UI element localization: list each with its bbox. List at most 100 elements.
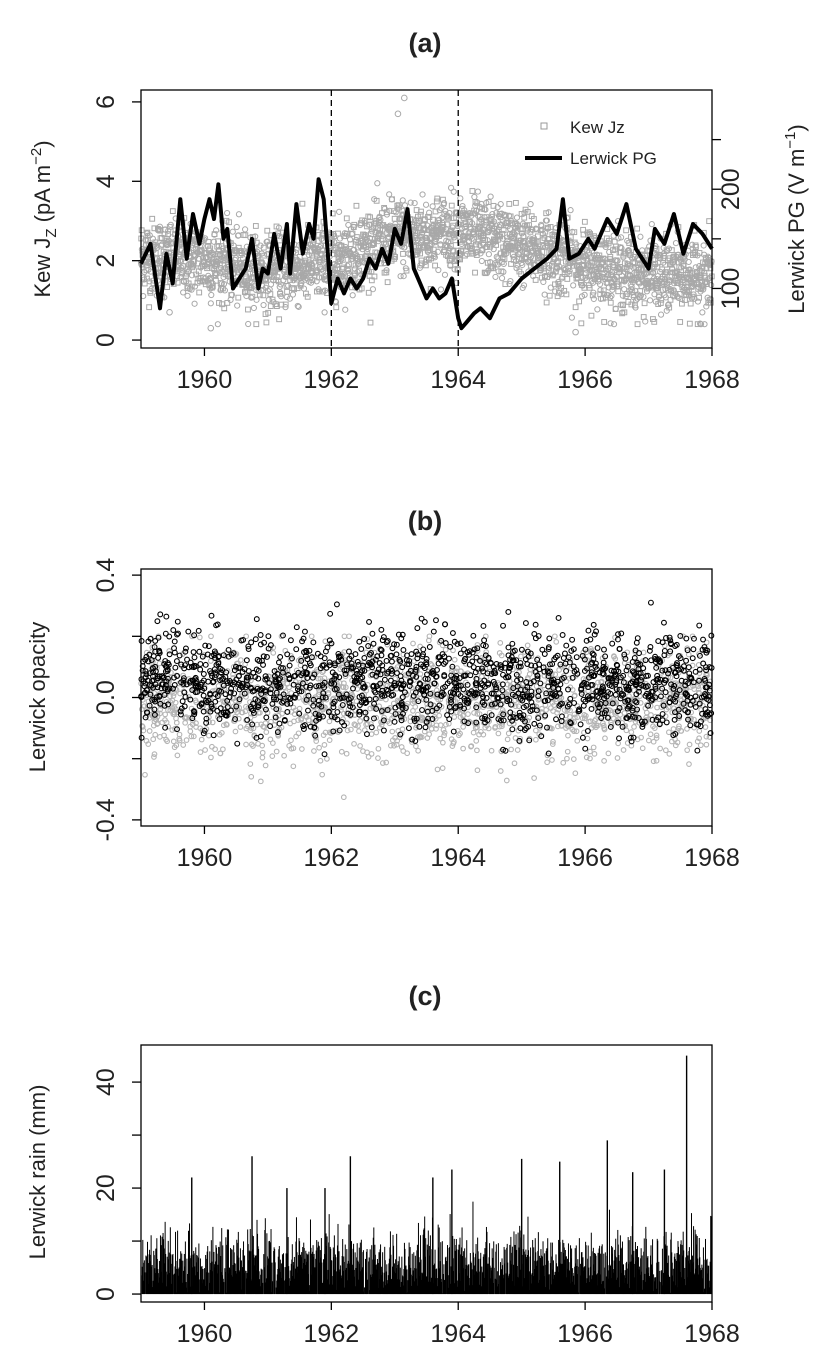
- opacity-point: [311, 748, 317, 754]
- kew-jz-point: [294, 302, 301, 310]
- opacity-point: [366, 618, 372, 625]
- opacity-point: [439, 765, 446, 771]
- opacity-point: [511, 760, 518, 767]
- kew-jz-point: [184, 292, 191, 299]
- kew-jz-point: [374, 180, 381, 187]
- kew-jz-point: [478, 257, 485, 265]
- opacity-point: [460, 745, 466, 752]
- kew-jz-point: [280, 277, 287, 284]
- panel-b-title: (b): [408, 506, 442, 536]
- opacity-point: [650, 738, 657, 745]
- kew-jz-point: [242, 232, 249, 239]
- kew-jz-point: [422, 201, 430, 208]
- opacity-point: [573, 654, 580, 661]
- kew-jz-point: [412, 230, 419, 237]
- opacity-point: [549, 757, 555, 763]
- opacity-point: [443, 721, 449, 728]
- kew-jz-point: [319, 247, 326, 254]
- kew-jz-point: [570, 282, 577, 289]
- kew-jz-point: [188, 272, 196, 279]
- kew-jz-point: [259, 260, 265, 267]
- kew-jz-point: [349, 230, 356, 237]
- kew-jz-point: [309, 262, 316, 270]
- opacity-point: [265, 633, 272, 640]
- kew-jz-point: [249, 293, 256, 300]
- kew-jz-point: [233, 223, 240, 231]
- opacity-point: [208, 612, 215, 619]
- opacity-point: [488, 747, 495, 754]
- opacity-point: [341, 633, 348, 640]
- kew-jz-point: [221, 305, 228, 312]
- opacity-point: [564, 755, 570, 762]
- opacity-point: [202, 661, 209, 668]
- opacity-point: [200, 692, 207, 699]
- kew-jz-point: [512, 199, 519, 206]
- kew-jz-point: [368, 228, 376, 235]
- kew-jz-point: [417, 211, 424, 218]
- kew-jz-point: [403, 267, 410, 274]
- opacity-point: [340, 716, 346, 722]
- kew-jz-point: [472, 269, 478, 276]
- panel-a-right-axis-label: Lerwick PG (V m−1): [782, 124, 809, 313]
- opacity-point: [212, 746, 218, 753]
- kew-jz-point: [278, 293, 285, 300]
- kew-jz-point: [394, 202, 401, 209]
- opacity-point: [183, 737, 190, 743]
- kew-jz-point: [397, 273, 404, 280]
- legend-lerwick-pg: Lerwick PG: [570, 149, 657, 168]
- opacity-point: [357, 718, 363, 724]
- kew-jz-point: [210, 238, 218, 245]
- kew-jz-point: [543, 299, 550, 306]
- opacity-point: [689, 655, 696, 662]
- opacity-point: [202, 747, 208, 753]
- opacity-point: [584, 735, 591, 742]
- opacity-point: [138, 706, 145, 713]
- opacity-point: [451, 714, 458, 720]
- x-tick-label: 1960: [177, 366, 233, 394]
- kew-jz-point: [353, 234, 360, 240]
- y-tick-label: 200: [717, 168, 745, 210]
- opacity-point: [288, 737, 294, 744]
- kew-jz-point: [250, 304, 257, 312]
- opacity-point: [648, 712, 654, 718]
- y-tick-label: 4: [92, 174, 120, 188]
- opacity-point: [505, 730, 512, 737]
- kew-jz-point: [248, 285, 254, 292]
- opacity-point: [196, 648, 203, 655]
- kew-jz-point: [333, 304, 340, 311]
- opacity-point: [208, 633, 214, 640]
- opacity-point: [142, 771, 148, 778]
- kew-jz-point: [400, 259, 407, 266]
- kew-jz-point: [497, 201, 504, 208]
- x-tick-label: 1962: [304, 366, 360, 394]
- opacity-point: [410, 708, 416, 714]
- kew-jz-point: [588, 312, 595, 319]
- kew-jz-point: [634, 225, 641, 232]
- kew-jz-point: [401, 202, 409, 209]
- kew-jz-point: [295, 257, 302, 264]
- opacity-point: [237, 724, 244, 730]
- kew-jz-point: [572, 328, 579, 336]
- kew-jz-point: [262, 276, 268, 282]
- kew-jz-point: [146, 232, 153, 239]
- kew-jz-point: [216, 300, 222, 306]
- kew-jz-point: [434, 195, 441, 202]
- opacity-point: [588, 706, 595, 712]
- opacity-point: [515, 703, 522, 710]
- kew-jz-point: [232, 255, 239, 262]
- opacity-point: [591, 751, 598, 757]
- kew-jz-point: [299, 200, 306, 207]
- kew-jz-point: [274, 274, 281, 281]
- kew-jz-point: [672, 239, 680, 247]
- kew-jz-point: [146, 304, 153, 311]
- opacity-point: [358, 646, 365, 652]
- opacity-point: [497, 768, 504, 774]
- kew-jz-point: [277, 281, 284, 288]
- kew-jz-point: [363, 252, 370, 259]
- opacity-point: [321, 742, 328, 748]
- kew-jz-point: [275, 224, 283, 231]
- opacity-point: [262, 762, 269, 769]
- opacity-point: [587, 748, 593, 755]
- kew-jz-point: [241, 226, 249, 233]
- opacity-point: [582, 745, 589, 752]
